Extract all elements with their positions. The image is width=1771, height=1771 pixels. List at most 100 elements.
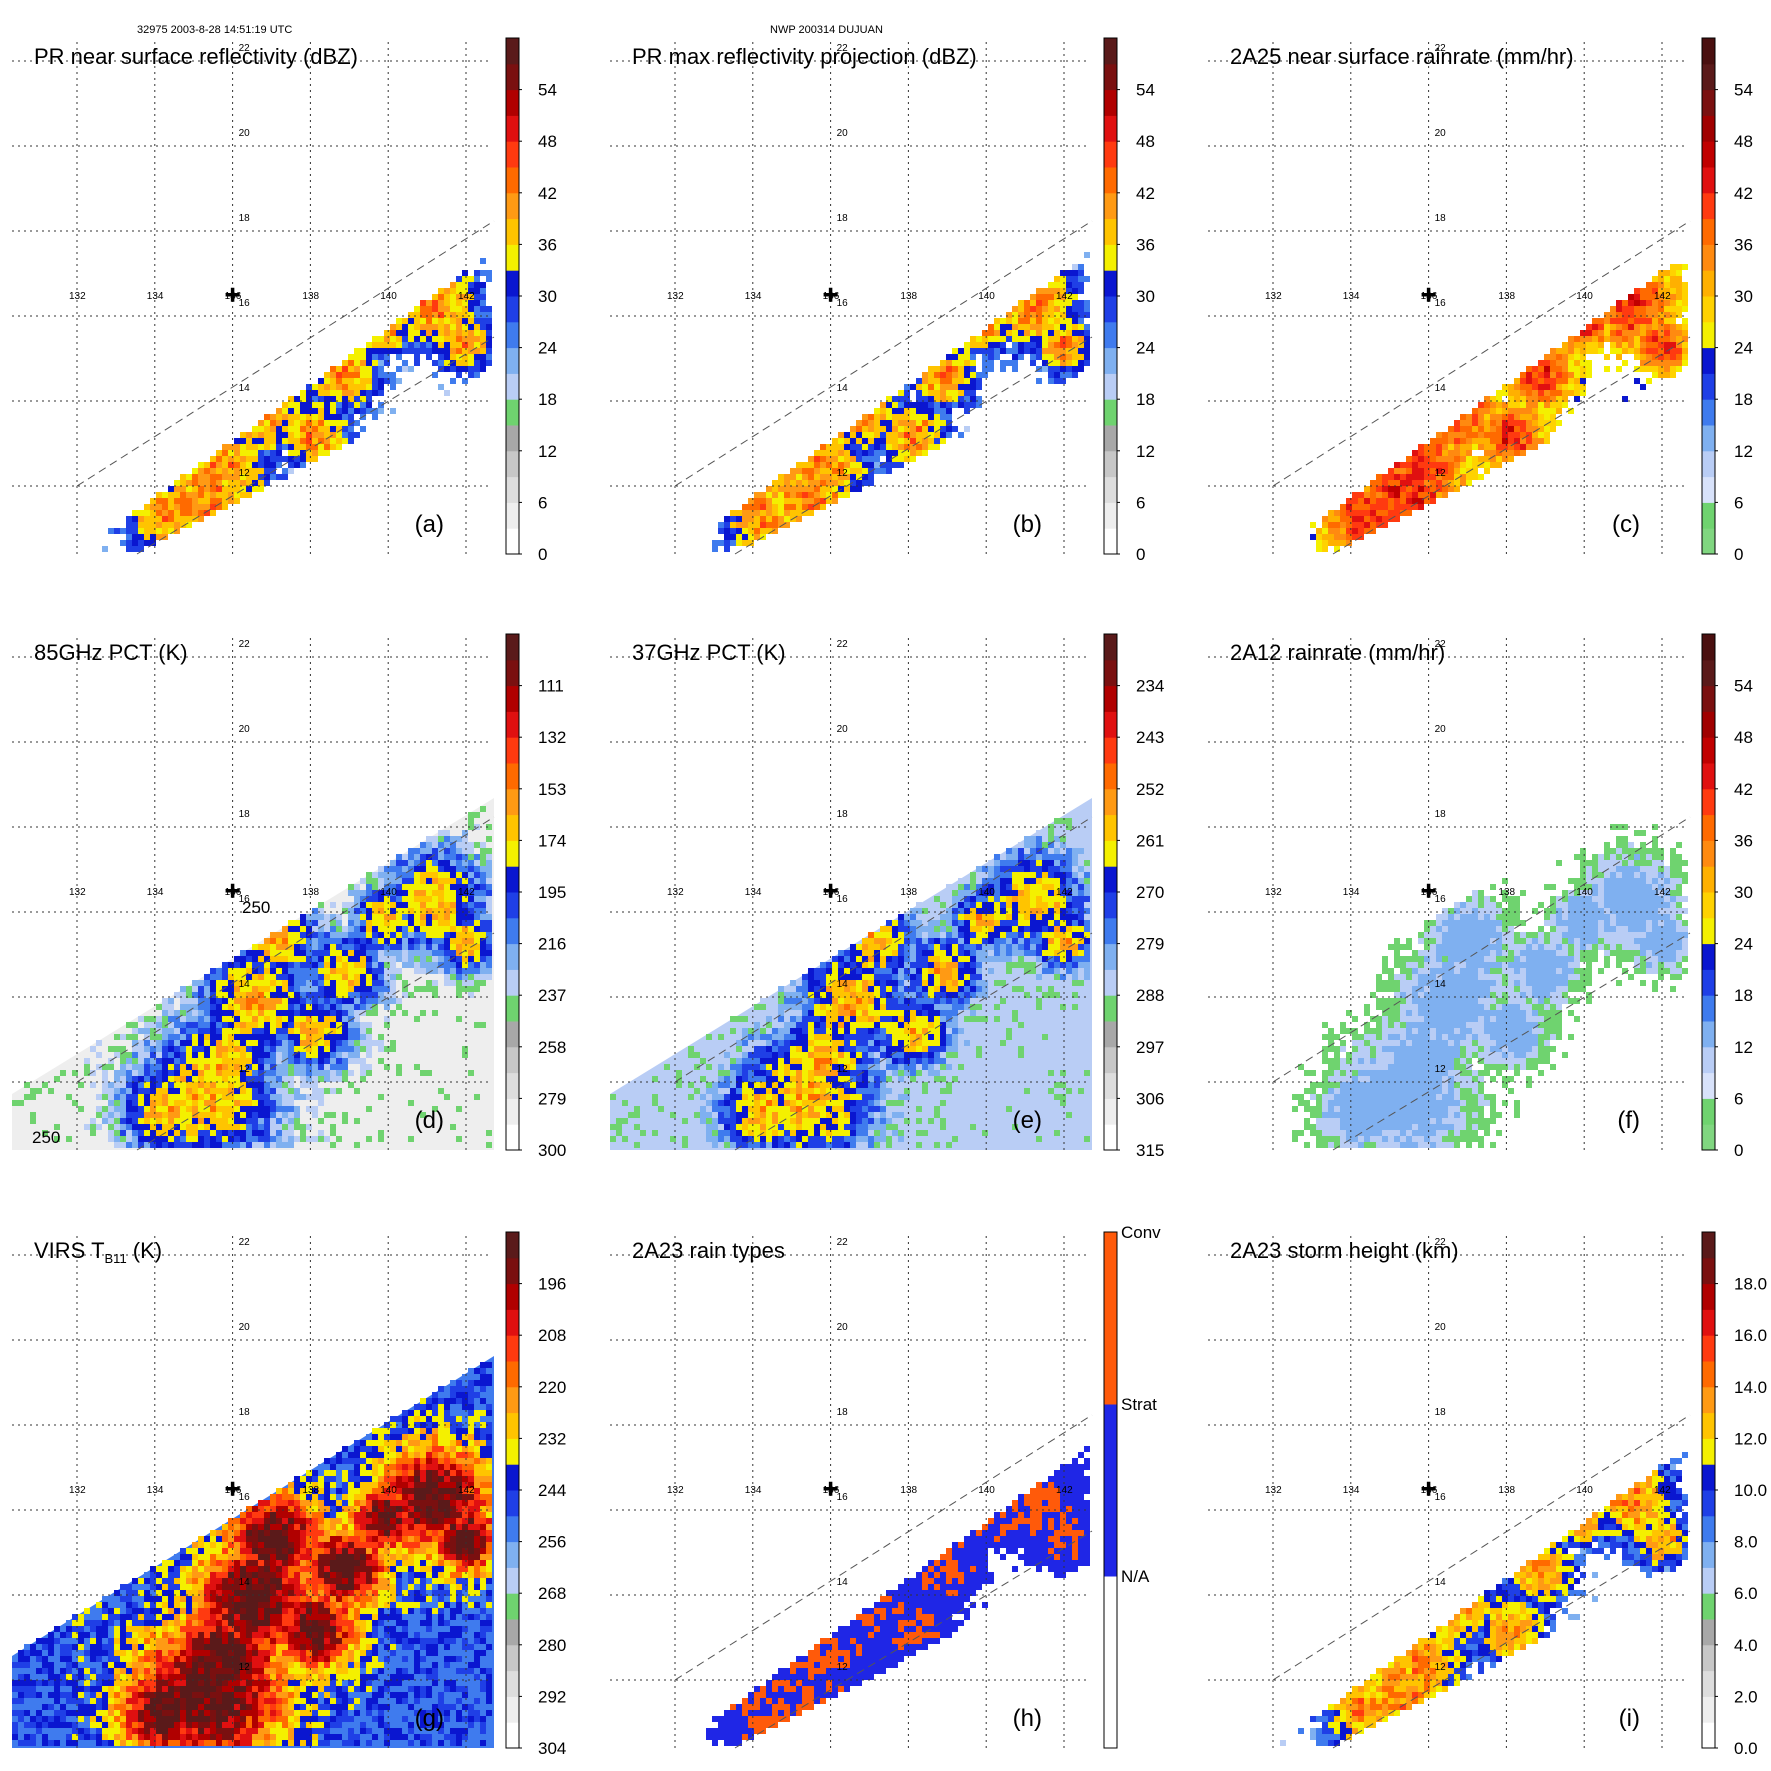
- data-cell: [246, 480, 252, 486]
- data-cell: [354, 938, 360, 944]
- data-cell: [1652, 324, 1658, 330]
- data-cell: [360, 1076, 366, 1082]
- data-cell: [1616, 342, 1622, 348]
- data-cell: [204, 980, 210, 986]
- data-cell: [432, 324, 438, 330]
- data-cell: [132, 1064, 138, 1070]
- data-cell: [1400, 462, 1406, 468]
- data-cell: [270, 998, 276, 1004]
- data-cell: [946, 944, 952, 950]
- data-cell: [784, 504, 790, 510]
- data-cell: [372, 932, 378, 938]
- data-cell: [1036, 378, 1042, 384]
- data-cell: [288, 938, 294, 944]
- data-cell: [886, 956, 892, 962]
- data-cell: [1592, 336, 1598, 342]
- data-cell: [1072, 294, 1078, 300]
- data-cell: [168, 1004, 174, 1010]
- data-cell: [318, 1064, 324, 1070]
- data-cell: [420, 986, 426, 992]
- data-cell: [234, 1058, 240, 1064]
- data-cell: [1066, 330, 1072, 336]
- data-cell: [474, 932, 480, 938]
- data-cell: [1676, 306, 1682, 312]
- data-cell: [1430, 450, 1436, 456]
- data-cell: [856, 420, 862, 426]
- data-cell: [420, 318, 426, 324]
- data-cell: [264, 986, 270, 992]
- data-cell: [36, 1088, 42, 1094]
- data-cell: [216, 1100, 222, 1106]
- data-cell: [1376, 504, 1382, 510]
- data-cell: [1072, 306, 1078, 312]
- data-cell: [772, 516, 778, 522]
- data-cell: [216, 1124, 222, 1130]
- data-cell: [324, 968, 330, 974]
- data-cell: [198, 1136, 204, 1142]
- data-cell: [288, 408, 294, 414]
- data-cell: [384, 962, 390, 968]
- data-cell: [210, 1142, 216, 1148]
- data-cell: [180, 1070, 186, 1076]
- lon-tick-label: 132: [69, 291, 86, 302]
- data-cell: [898, 420, 904, 426]
- data-cell: [336, 968, 342, 974]
- data-cell: [426, 342, 432, 348]
- data-cell: [1418, 480, 1424, 486]
- data-cell: [300, 932, 306, 938]
- data-cell: [1616, 330, 1622, 336]
- data-cell: [1400, 468, 1406, 474]
- data-cell: [952, 980, 958, 986]
- data-cell: [766, 522, 772, 528]
- data-cell: [1616, 348, 1622, 354]
- data-cell: [420, 968, 426, 974]
- data-cell: [216, 474, 222, 480]
- data-cell: [784, 516, 790, 522]
- data-cell: [928, 408, 934, 414]
- data-cell: [444, 342, 450, 348]
- data-cell: [312, 1088, 318, 1094]
- data-cell: [312, 414, 318, 420]
- data-cell: [102, 1076, 108, 1082]
- data-cell: [1634, 312, 1640, 318]
- data-cell: [1568, 384, 1574, 390]
- data-cell: [486, 270, 492, 276]
- data-cell: [832, 974, 838, 980]
- data-cell: [270, 420, 276, 426]
- data-cell: [210, 1022, 216, 1028]
- data-cell: [390, 342, 396, 348]
- data-cell: [874, 426, 880, 432]
- data-cell: [952, 938, 958, 944]
- data-cell: [198, 1022, 204, 1028]
- data-cell: [468, 360, 474, 366]
- data-cell: [288, 1040, 294, 1046]
- data-cell: [324, 998, 330, 1004]
- data-cell: [856, 450, 862, 456]
- data-cell: [222, 504, 228, 510]
- data-cell: [1060, 366, 1066, 372]
- data-cell: [1550, 396, 1556, 402]
- data-cell: [1036, 288, 1042, 294]
- data-cell: [958, 902, 964, 908]
- data-cell: [390, 884, 396, 890]
- data-cell: [1024, 950, 1030, 956]
- grid-d: [12, 638, 492, 1150]
- data-cell: [1072, 348, 1078, 354]
- data-cell: [934, 950, 940, 956]
- data-cell: [904, 414, 910, 420]
- header-center: NWP 200314 DUJUAN: [770, 24, 883, 36]
- data-cell: [898, 968, 904, 974]
- data-cell: [294, 462, 300, 468]
- data-cell: [228, 1028, 234, 1034]
- data-cell: [270, 414, 276, 420]
- data-cell: [300, 950, 306, 956]
- data-cell: [204, 1016, 210, 1022]
- data-cell: [186, 1046, 192, 1052]
- data-cell: [426, 884, 432, 890]
- data-cell: [982, 926, 988, 932]
- data-cell: [1388, 486, 1394, 492]
- data-cell: [802, 974, 808, 980]
- data-cell: [372, 926, 378, 932]
- data-cell: [306, 1076, 312, 1082]
- data-cell: [988, 342, 994, 348]
